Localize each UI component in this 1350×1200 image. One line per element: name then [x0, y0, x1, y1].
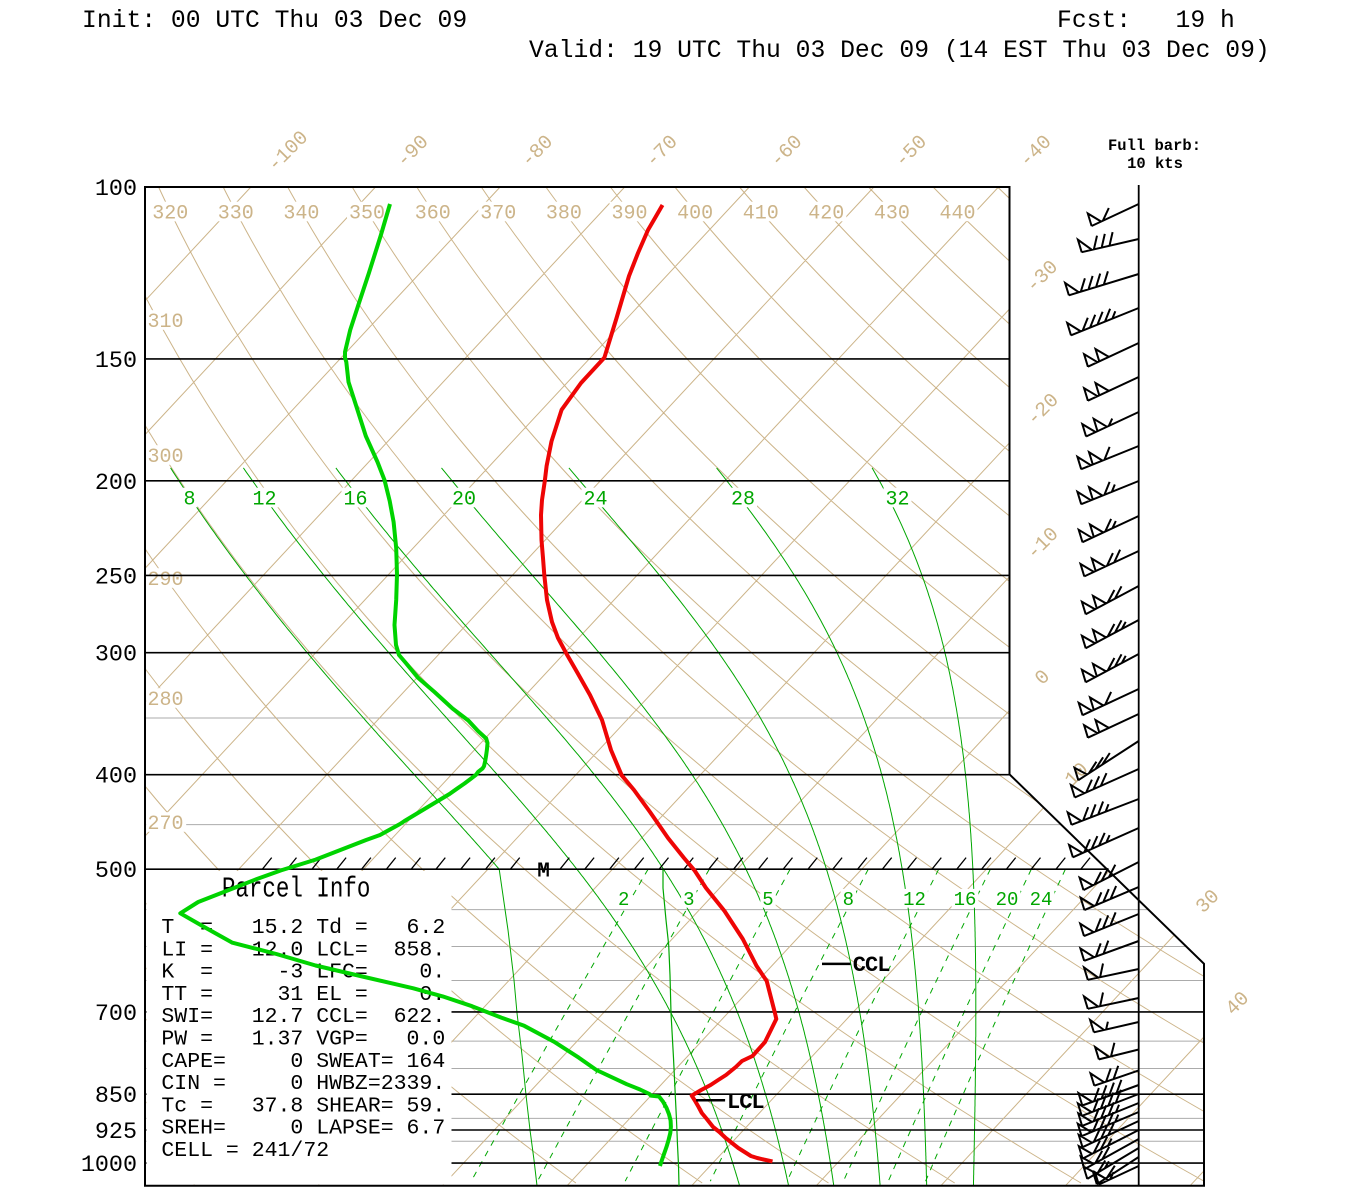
svg-text:280: 280 — [147, 689, 183, 712]
svg-text:340: 340 — [283, 202, 319, 225]
svg-text:330: 330 — [218, 202, 254, 225]
svg-text:3: 3 — [683, 889, 694, 911]
svg-text:360: 360 — [415, 202, 451, 225]
svg-text:LI = 12.0 LCL= 858.: LI = 12.0 LCL= 858. — [161, 938, 445, 962]
svg-text:20: 20 — [996, 889, 1019, 911]
svg-text:CIN = 0 HWBZ=2339.: CIN = 0 HWBZ=2339. — [161, 1072, 445, 1096]
svg-text:420: 420 — [808, 202, 844, 225]
svg-text:300: 300 — [147, 446, 183, 469]
svg-text:200: 200 — [95, 471, 137, 497]
svg-text:Fcst: 19 h: Fcst: 19 h — [1057, 7, 1235, 35]
svg-text:16: 16 — [954, 889, 977, 911]
svg-text:20: 20 — [452, 488, 476, 511]
svg-text:430: 430 — [874, 202, 910, 225]
svg-text:1000: 1000 — [81, 1153, 137, 1179]
svg-text:100: 100 — [95, 177, 137, 203]
svg-text:400: 400 — [95, 765, 137, 791]
svg-text:400: 400 — [677, 202, 713, 225]
svg-text:310: 310 — [147, 311, 183, 334]
svg-text:Parcel Info: Parcel Info — [222, 872, 370, 906]
svg-text:24: 24 — [583, 488, 607, 511]
svg-text:CCL: CCL — [853, 953, 890, 978]
svg-text:8: 8 — [183, 488, 195, 511]
svg-text:SWI= 12.7 CCL= 622.: SWI= 12.7 CCL= 622. — [161, 1005, 445, 1029]
svg-text:850: 850 — [95, 1084, 137, 1110]
svg-text:12: 12 — [252, 488, 276, 511]
svg-text:TT = 31 EL = 0.: TT = 31 EL = 0. — [161, 983, 445, 1007]
svg-text:350: 350 — [349, 202, 385, 225]
svg-text:380: 380 — [546, 202, 582, 225]
svg-text:Init: 00 UTC Thu 03 Dec 09: Init: 00 UTC Thu 03 Dec 09 — [82, 7, 467, 35]
svg-text:370: 370 — [480, 202, 516, 225]
svg-text:Full barb:: Full barb: — [1108, 137, 1201, 155]
svg-text:K = -3 LFC= 0.: K = -3 LFC= 0. — [161, 961, 445, 985]
svg-text:24: 24 — [1030, 889, 1053, 911]
svg-text:5: 5 — [762, 889, 773, 911]
svg-text:M: M — [537, 861, 550, 884]
svg-text:150: 150 — [95, 349, 137, 375]
svg-text:8: 8 — [843, 889, 854, 911]
svg-text:16: 16 — [343, 488, 367, 511]
svg-text:440: 440 — [939, 202, 975, 225]
svg-text:2: 2 — [618, 889, 629, 911]
svg-text:12: 12 — [903, 889, 926, 911]
svg-text:28: 28 — [731, 488, 755, 511]
svg-text:CELL = 241/72: CELL = 241/72 — [161, 1139, 329, 1163]
svg-text:500: 500 — [95, 859, 137, 885]
svg-text:320: 320 — [152, 202, 188, 225]
svg-text:300: 300 — [95, 643, 137, 669]
svg-text:290: 290 — [147, 569, 183, 592]
svg-text:SREH= 0 LAPSE= 6.7: SREH= 0 LAPSE= 6.7 — [161, 1117, 445, 1141]
svg-text:10 kts: 10 kts — [1127, 155, 1183, 173]
svg-text:LCL: LCL — [727, 1090, 764, 1115]
svg-text:PW = 1.37 VGP= 0.0: PW = 1.37 VGP= 0.0 — [161, 1028, 445, 1052]
svg-text:270: 270 — [147, 813, 183, 836]
svg-text:410: 410 — [743, 202, 779, 225]
svg-text:250: 250 — [95, 565, 137, 591]
svg-text:Tc = 37.8 SHEAR= 59.: Tc = 37.8 SHEAR= 59. — [161, 1094, 445, 1118]
svg-text:700: 700 — [95, 1002, 137, 1028]
svg-text:Valid: 19 UTC Thu 03 Dec 09 (1: Valid: 19 UTC Thu 03 Dec 09 (14 EST Thu … — [529, 37, 1270, 65]
svg-text:CAPE= 0 SWEAT= 164: CAPE= 0 SWEAT= 164 — [161, 1050, 445, 1074]
svg-text:390: 390 — [611, 202, 647, 225]
svg-text:925: 925 — [95, 1120, 137, 1146]
svg-text:32: 32 — [885, 488, 909, 511]
